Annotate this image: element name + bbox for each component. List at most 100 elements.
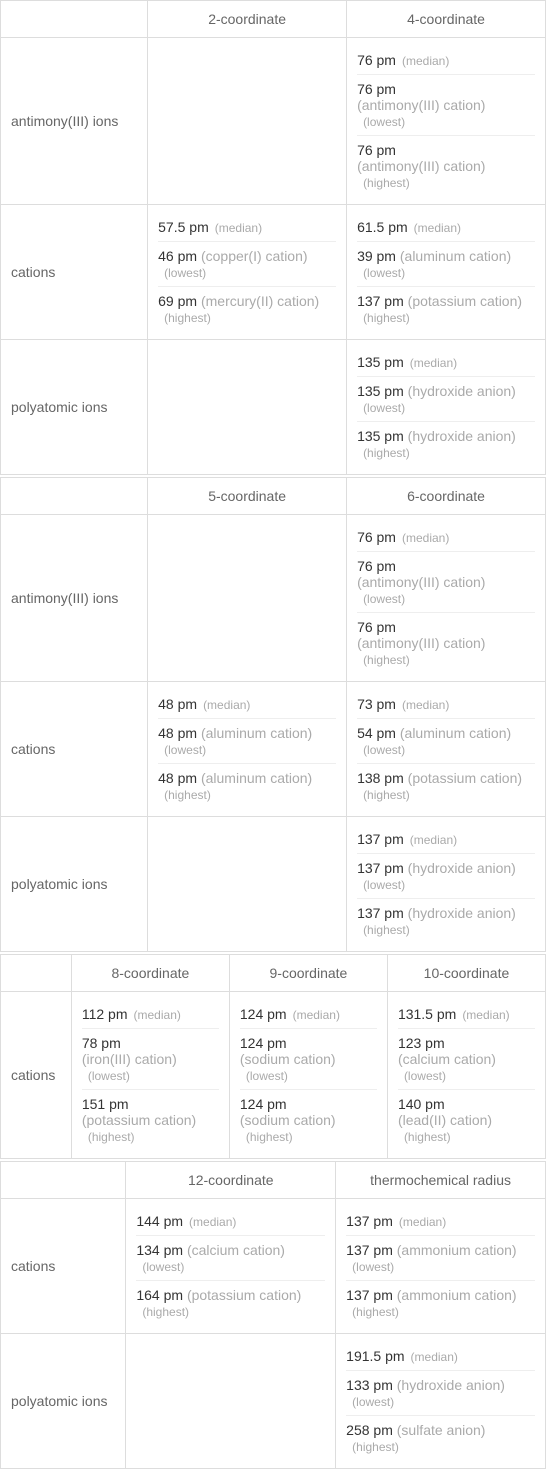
cell-entry: 112 pm(median) (82, 1000, 219, 1028)
column-header: 4-coordinate (347, 1, 546, 38)
cell-entry: 135 pm (hydroxide anion)(lowest) (357, 376, 535, 421)
table-row: polyatomic ions 135 pm(median)135 pm (hyd… (1, 340, 546, 475)
entry-value: 48 pm (158, 725, 197, 741)
data-cell: 137 pm(median)137 pm (hydroxide anion)(l… (347, 817, 546, 952)
data-cell (126, 1334, 336, 1469)
entry-species: (potassium cation) (82, 1112, 219, 1128)
cell-entry: 144 pm(median) (136, 1207, 325, 1235)
entry-tag: (highest) (363, 653, 410, 667)
cell-entry: 76 pm (antimony(III) cation) (highest) (357, 612, 535, 673)
entry-species: (antimony(III) cation) (357, 574, 535, 590)
cell-entry: 135 pm(median) (357, 348, 535, 376)
column-header: 12-coordinate (126, 1162, 336, 1199)
entry-species: (potassium cation) (187, 1287, 301, 1303)
row-label: polyatomic ions (1, 817, 148, 952)
cell-entry: 73 pm (median) (357, 690, 535, 718)
cell-entry: 61.5 pm(median) (357, 213, 535, 241)
cell-entry: 39 pm (aluminum cation)(lowest) (357, 241, 535, 286)
entry-value: 76 pm (357, 558, 535, 574)
entry-tag: (median) (411, 1350, 458, 1364)
data-cell: 112 pm(median)78 pm (iron(III) cation)(l… (71, 992, 229, 1159)
cell-entry: 76 pm (antimony(III) cation)(lowest) (357, 551, 535, 612)
data-cell: 135 pm(median)135 pm (hydroxide anion)(l… (347, 340, 546, 475)
entry-value: 134 pm (136, 1242, 183, 1258)
cell-entry: 191.5 pm(median) (346, 1342, 535, 1370)
entry-species: (aluminum cation) (400, 725, 511, 741)
cell-entry: 137 pm (potassium cation)(highest) (357, 286, 535, 331)
data-cell (148, 38, 347, 205)
entry-tag: (lowest) (352, 1395, 394, 1409)
entry-tag: (highest) (164, 311, 211, 325)
entry-value: 57.5 pm (158, 219, 209, 235)
row-label: antimony(III) ions (1, 515, 148, 682)
data-cell: 57.5 pm(median)46 pm (copper(I) cation)(… (148, 205, 347, 340)
table-row: cations 48 pm (median) 48 pm (aluminum cati… (1, 682, 546, 817)
table-row: cations57.5 pm(median)46 pm (copper(I) c… (1, 205, 546, 340)
data-table: 12-coordinatethermochemical radiuscation… (0, 1161, 546, 1469)
entry-value: 135 pm (357, 354, 404, 370)
entry-tag: (lowest) (404, 1069, 446, 1083)
row-label: cations (1, 682, 148, 817)
entry-species: (aluminum cation) (201, 770, 312, 786)
entry-tag: (lowest) (88, 1069, 130, 1083)
header-empty (1, 478, 148, 515)
entry-value: 48 pm (158, 770, 197, 786)
entry-value: 137 pm (357, 905, 404, 921)
entry-species: (antimony(III) cation) (357, 635, 535, 651)
entry-value: 137 pm (346, 1242, 393, 1258)
entry-tag: (highest) (363, 446, 410, 460)
cell-entry: 124 pm (sodium cation)(highest) (240, 1089, 377, 1150)
cell-entry: 140 pm (lead(II) cation)(highest) (398, 1089, 535, 1150)
entry-tag: (lowest) (352, 1260, 394, 1274)
cell-entry: 137 pm (hydroxide anion)(highest) (357, 898, 535, 943)
data-cell: 76 pm (median) 76 pm (antimony(III) cation… (347, 515, 546, 682)
row-label: cations (1, 992, 72, 1159)
data-cell: 137 pm(median)137 pm (ammonium cation)(l… (336, 1199, 546, 1334)
entry-species: (potassium cation) (408, 293, 522, 309)
cell-entry: 138 pm (potassium cation)(highest) (357, 763, 535, 808)
entry-value: 138 pm (357, 770, 404, 786)
entry-value: 73 pm (357, 696, 396, 712)
entry-value: 133 pm (346, 1377, 393, 1393)
row-label: antimony(III) ions (1, 38, 148, 205)
entry-species: (copper(I) cation) (201, 248, 308, 264)
entry-tag: (highest) (88, 1130, 135, 1144)
entry-species: (calcium cation) (398, 1051, 535, 1067)
cell-entry: 137 pm(median) (357, 825, 535, 853)
entry-tag: (lowest) (142, 1260, 184, 1274)
cell-entry: 76 pm(median) (357, 46, 535, 74)
data-cell (148, 340, 347, 475)
data-cell: 73 pm(median)54 pm (aluminum cation)(low… (347, 682, 546, 817)
entry-species: (ammonium cation) (397, 1287, 517, 1303)
entry-tag: (lowest) (246, 1069, 288, 1083)
entry-tag: (highest) (142, 1305, 189, 1319)
entry-value: 137 pm (346, 1213, 393, 1229)
entry-species: (aluminum cation) (400, 248, 511, 264)
entry-tag: (median) (462, 1008, 509, 1022)
cell-entry: 133 pm (hydroxide anion)(lowest) (346, 1370, 535, 1415)
row-label: cations (1, 205, 148, 340)
cell-entry: 78 pm (iron(III) cation)(lowest) (82, 1028, 219, 1089)
entry-tag: (median) (189, 1215, 236, 1229)
entry-species: (sodium cation) (240, 1051, 377, 1067)
row-label: cations (1, 1199, 126, 1334)
entry-tag: (median) (402, 698, 449, 712)
entry-tag: (median) (402, 531, 449, 545)
column-header: 6-coordinate (347, 478, 546, 515)
cell-entry: 124 pm(median) (240, 1000, 377, 1028)
entry-value: 123 pm (398, 1035, 535, 1051)
entry-tag: (lowest) (164, 743, 206, 757)
entry-species: (ammonium cation) (397, 1242, 517, 1258)
cell-entry: 137 pm(median) (346, 1207, 535, 1235)
table-row: cations112 pm(median)78 pm (iron(III) ca… (1, 992, 546, 1159)
cell-entry: 76 pm (antimony(III) cation)(lowest) (357, 74, 535, 135)
row-label: polyatomic ions (1, 340, 148, 475)
entry-tag: (lowest) (363, 266, 405, 280)
cell-entry: 258 pm (sulfate anion)(highest) (346, 1415, 535, 1460)
entry-species: (hydroxide anion) (408, 860, 516, 876)
entry-value: 76 pm (357, 619, 535, 635)
table-row: antimony(III) ions 76 pm(median)76 pm (an… (1, 38, 546, 205)
data-cell: 131.5 pm(median)123 pm (calcium cation)(… (387, 992, 545, 1159)
cell-entry: 48 pm (aluminum cation)(lowest) (158, 718, 336, 763)
column-header: 10-coordinate (387, 955, 545, 992)
